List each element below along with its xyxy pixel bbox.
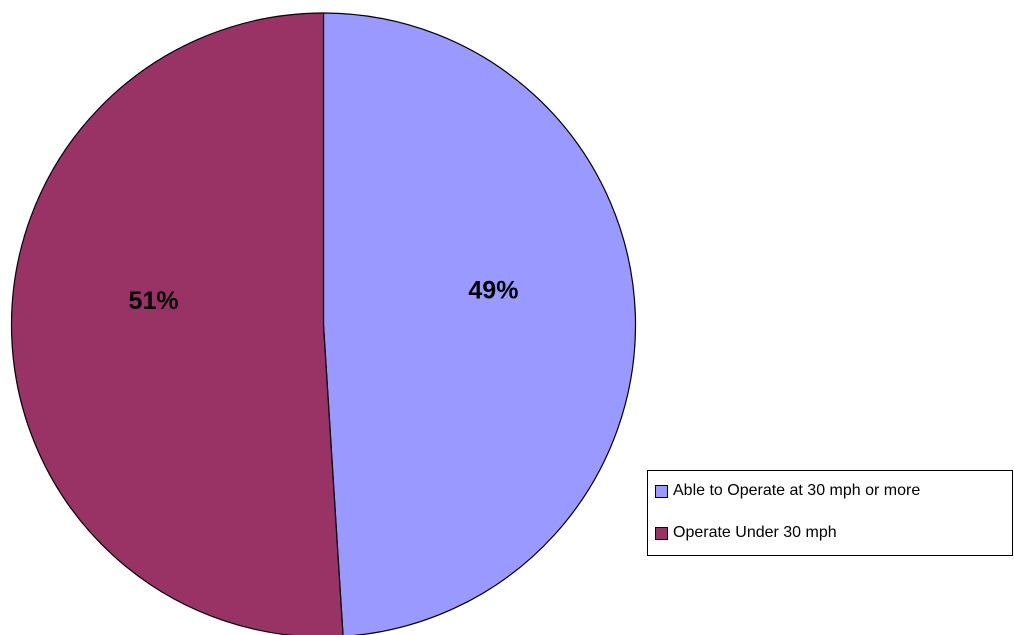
- legend-swatch-able-30-plus: [655, 484, 668, 498]
- slice-label-1: 51%: [129, 287, 179, 315]
- slice-label-0: 49%: [468, 276, 518, 304]
- legend-swatch-under-30: [655, 526, 668, 540]
- legend-item-able-30-plus: Able to Operate at 30 mph or more: [655, 482, 920, 500]
- legend-label-able-30-plus: Able to Operate at 30 mph or more: [673, 482, 921, 499]
- legend: Able to Operate at 30 mph or more Operat…: [647, 470, 1013, 556]
- pie-slice-0: [322, 12, 637, 635]
- legend-item-under-30: Operate Under 30 mph: [655, 524, 837, 542]
- legend-label-under-30: Operate Under 30 mph: [673, 524, 837, 541]
- pie-slice-1: [10, 12, 344, 635]
